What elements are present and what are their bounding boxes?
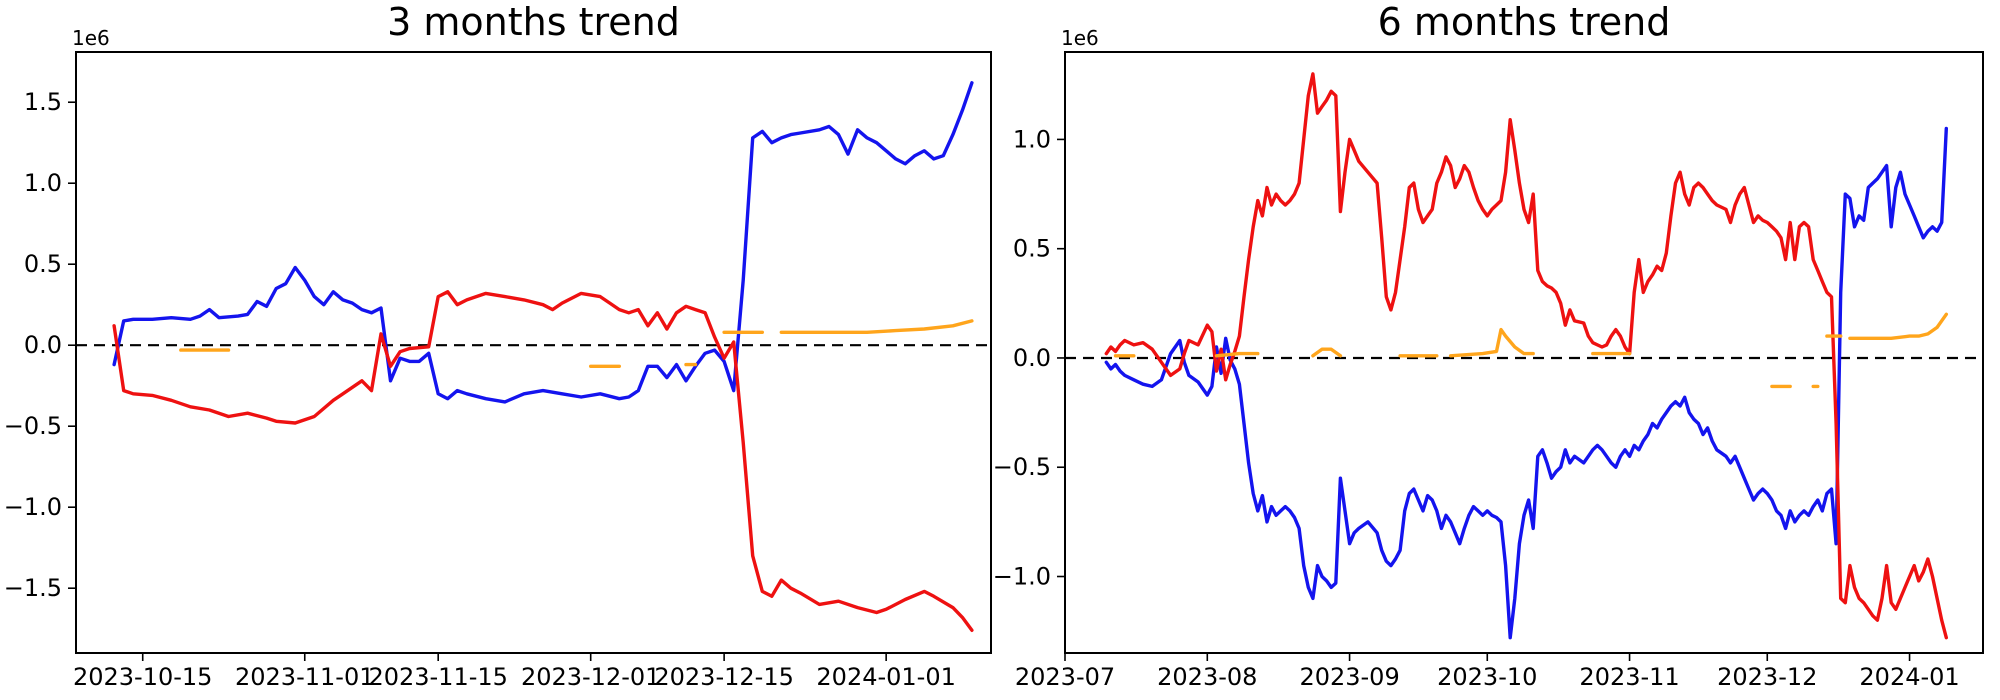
left-y-tick-label: 1.5	[24, 88, 62, 116]
left-y-axis-scale-label: 1e6	[72, 26, 110, 50]
left-y-tick-label: 0.5	[24, 250, 62, 278]
right-y-tick-label: −1.0	[993, 563, 1051, 591]
right-x-tick-label: 2023-12	[1717, 663, 1817, 691]
left-x-tick-label: 2023-12-15	[654, 663, 793, 691]
right-orange-line	[1448, 327, 1535, 358]
left-red-line	[112, 290, 974, 632]
right-x-tick-label: 2023-08	[1157, 663, 1257, 691]
right-y-tick-label: 0.0	[1013, 344, 1051, 372]
left-x-tick-label: 2023-11-15	[368, 663, 507, 691]
left-y-tick-label: 0.0	[24, 331, 62, 359]
left-x-tick-label: 2023-10-15	[73, 663, 212, 691]
left-x-tick-label: 2024-01-01	[816, 663, 955, 691]
right-orange-line	[1848, 312, 1949, 340]
right-x-tick-label: 2023-11	[1579, 663, 1679, 691]
left-y-tick-label: 1.0	[24, 169, 62, 197]
left-y-tick-label: −1.5	[4, 574, 62, 602]
left-panel-title: 3 months trend	[387, 0, 680, 44]
right-blue-line	[1104, 126, 1949, 640]
left-y-tick-label: −0.5	[4, 412, 62, 440]
left-axes-frame	[75, 51, 992, 654]
right-orange-line	[1311, 347, 1343, 358]
left-y-tick-label: −1.0	[4, 493, 62, 521]
right-x-tick-label: 2023-07	[1015, 663, 1115, 691]
right-x-tick-label: 2023-10	[1437, 663, 1537, 691]
right-y-tick-label: 1.0	[1013, 125, 1051, 153]
right-y-tick-label: −0.5	[993, 453, 1051, 481]
right-panel-title: 6 months trend	[1377, 0, 1671, 44]
right-y-axis-scale-label: 1e6	[1061, 26, 1099, 50]
left-orange-line	[779, 319, 974, 334]
left-x-tick-label: 2023-12-01	[521, 663, 660, 691]
right-y-tick-label: 0.5	[1013, 235, 1051, 263]
right-x-tick-label: 2023-09	[1299, 663, 1399, 691]
right-red-line	[1104, 72, 1949, 640]
right-orange-line	[1214, 351, 1260, 358]
left-x-tick-label: 2023-11-01	[235, 663, 374, 691]
right-axes-frame	[1064, 51, 1984, 654]
left-blue-line	[112, 81, 974, 404]
right-x-tick-label: 2024-01	[1859, 663, 1959, 691]
